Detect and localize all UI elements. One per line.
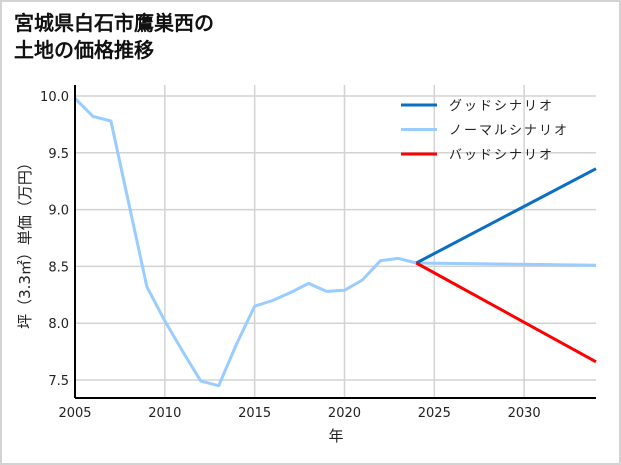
axes (74, 85, 596, 399)
x-tick-label: 2020 (328, 406, 361, 421)
x-tick-label: 2015 (238, 406, 271, 421)
x-tick-label: 2025 (418, 406, 451, 421)
x-axis-label: 年 (328, 427, 343, 445)
y-tick-label: 10.0 (40, 90, 69, 105)
y-tick-label: 9.0 (48, 204, 69, 219)
y-tick-label: 8.5 (48, 260, 69, 275)
legend-label: バッドシナリオ (449, 148, 554, 163)
legend-label: ノーマルシナリオ (449, 124, 569, 139)
x-tick-label: 2010 (148, 406, 181, 421)
series-lines (73, 97, 597, 388)
legend-label: グッドシナリオ (449, 99, 554, 114)
x-tick-label: 2030 (508, 406, 541, 421)
y-axis-label: 坪（3.3㎡）単価（万円） (16, 155, 34, 329)
title-line-2: 土地の価格推移 (14, 38, 154, 62)
title-line-1: 宮城県白石市鷹巣西の (14, 11, 214, 35)
series-line-2 (415, 261, 597, 364)
x-tick-label: 2005 (58, 406, 91, 421)
y-tick-label: 9.5 (48, 147, 69, 162)
series-line-0 (415, 167, 597, 265)
chart-title: 宮城県白石市鷹巣西の 土地の価格推移 (14, 10, 214, 64)
y-tick-label: 8.0 (48, 317, 69, 332)
series-line-1 (73, 97, 597, 388)
tick-labels: 2005 2010 2015 2020 2025 2030 7.5 8.0 8.5 9.0 9.5 1… (40, 90, 541, 421)
y-tick-label: 7.5 (48, 374, 69, 389)
